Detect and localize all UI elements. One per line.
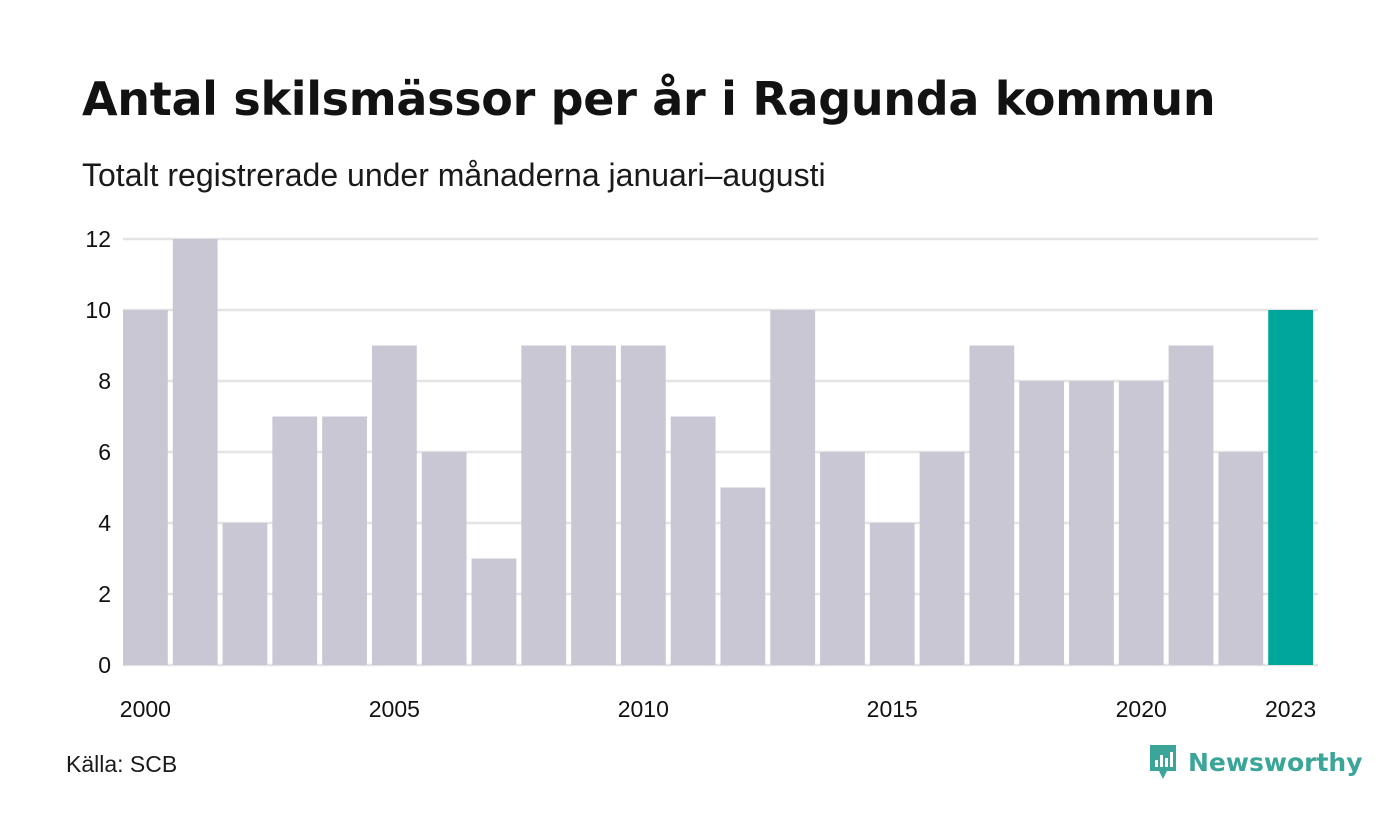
bar-2005	[371, 345, 417, 665]
y-tick-label: 0	[98, 652, 111, 678]
x-axis-ticks: 2000 2005 2010 2015 2020 2023	[120, 696, 1316, 722]
bar-2000	[123, 310, 168, 665]
bar-2016	[919, 452, 965, 665]
bar-2023	[1268, 310, 1313, 665]
x-tick-label: 2000	[120, 696, 171, 722]
brand-name: Newsworthy	[1188, 747, 1363, 777]
bar-2020	[1118, 381, 1164, 665]
bar-2021	[1168, 345, 1214, 665]
bar-2007	[471, 558, 517, 665]
x-tick-label: 2023	[1265, 696, 1316, 722]
y-axis-ticks: 0 2 4 6 8 10 12	[85, 226, 111, 678]
bar-2004	[322, 416, 367, 665]
bar-2011	[670, 416, 716, 665]
bar-2002	[222, 523, 268, 665]
bar-2001	[172, 239, 218, 665]
newsworthy-logo-icon	[1150, 745, 1176, 779]
bar-2019	[1069, 381, 1114, 665]
source-note: Källa: SCB	[66, 751, 178, 777]
y-tick-label: 2	[98, 581, 111, 607]
chart-subtitle: Totalt registrerade under månaderna janu…	[82, 157, 826, 193]
bar-2009	[571, 345, 616, 665]
bar-2013	[770, 310, 816, 665]
bars	[123, 239, 1313, 665]
bar-2012	[720, 487, 766, 665]
y-tick-label: 4	[98, 510, 111, 536]
bar-2010	[620, 345, 666, 665]
y-tick-label: 10	[85, 297, 111, 323]
bar-2022	[1218, 452, 1264, 665]
brand-logo: Newsworthy	[1148, 742, 1363, 782]
bar-2008	[521, 345, 567, 665]
bar-2018	[1019, 381, 1065, 665]
x-tick-label: 2010	[618, 696, 669, 722]
bar-2015	[869, 523, 915, 665]
bar-2014	[820, 452, 865, 665]
x-tick-label: 2020	[1116, 696, 1167, 722]
bar-2017	[969, 345, 1015, 665]
y-tick-label: 12	[85, 226, 111, 252]
chart-title: Antal skilsmässor per år i Ragunda kommu…	[82, 72, 1216, 126]
bar-2003	[272, 416, 318, 665]
x-tick-label: 2015	[867, 696, 918, 722]
y-tick-label: 8	[98, 368, 111, 394]
y-tick-label: 6	[98, 439, 111, 465]
bar-2006	[421, 452, 467, 665]
x-tick-label: 2005	[369, 696, 420, 722]
